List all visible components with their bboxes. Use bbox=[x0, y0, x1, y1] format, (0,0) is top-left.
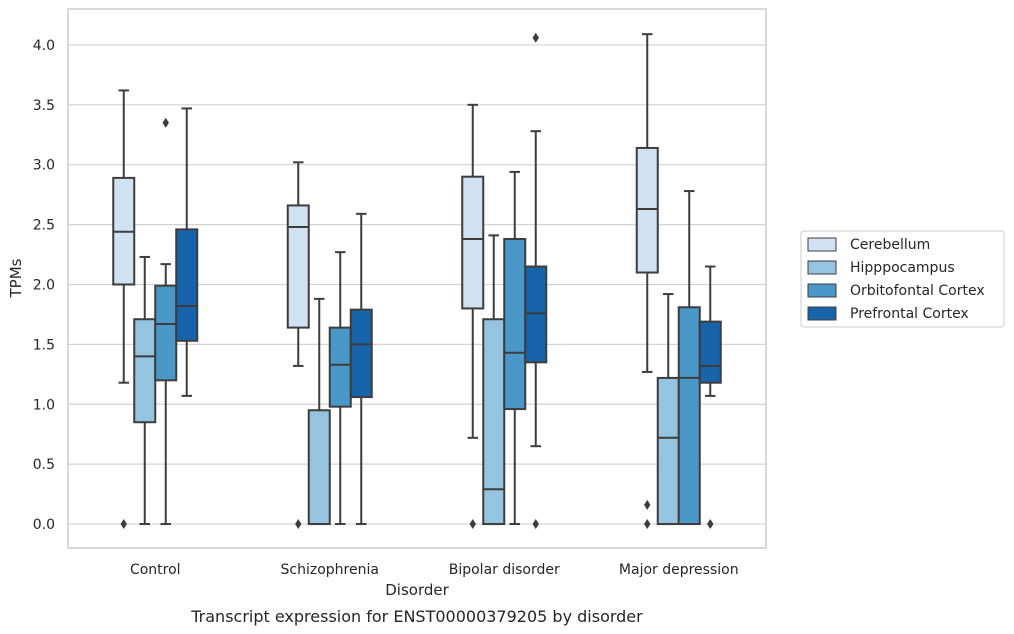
x-tick-label: Bipolar disorder bbox=[449, 562, 560, 578]
box-group-major-depression bbox=[635, 33, 722, 530]
legend-frame bbox=[800, 230, 1005, 328]
y-tick-label: 0.0 bbox=[33, 517, 55, 533]
legend-label: Orbitofontal Cortex bbox=[850, 283, 985, 299]
y-tick-labels: 0.0 0.5 1.0 1.5 2.0 2.5 3.0 3.5 4.0 bbox=[33, 38, 55, 533]
legend: Cerebellum Hipppocampus Orbitofontal Corte… bbox=[800, 230, 1005, 328]
box bbox=[349, 308, 373, 399]
outlier-point bbox=[644, 499, 651, 510]
y-tick-label: 4.0 bbox=[33, 38, 55, 54]
box bbox=[698, 320, 722, 384]
y-tick-label: 2.0 bbox=[33, 277, 55, 293]
x-tick-label: Schizophrenia bbox=[281, 562, 379, 578]
legend-swatch bbox=[807, 260, 837, 275]
box bbox=[656, 376, 680, 526]
x-tick-labels: Control Schizophrenia Bipolar disorder Majo… bbox=[130, 562, 739, 578]
box-group-bipolar-disorder bbox=[461, 32, 548, 530]
legend-label: Cerebellum bbox=[850, 237, 930, 253]
box bbox=[482, 318, 506, 526]
legend-label: Prefrontal Cortex bbox=[850, 306, 969, 322]
x-tick-label: Major depression bbox=[619, 562, 739, 578]
box bbox=[175, 228, 199, 342]
box bbox=[677, 306, 701, 526]
y-axis-label: TPMs bbox=[7, 258, 25, 298]
y-tick-label: 3.5 bbox=[33, 98, 55, 114]
plot-frame bbox=[67, 8, 767, 549]
legend-swatch bbox=[807, 237, 837, 252]
box bbox=[133, 318, 157, 424]
legend-swatch bbox=[807, 283, 837, 298]
y-tick-label: 1.0 bbox=[33, 397, 55, 413]
y-tick-label: 2.5 bbox=[33, 218, 55, 234]
box bbox=[154, 284, 178, 382]
box bbox=[461, 175, 485, 310]
chart-caption: Transcript expression for ENST0000037920… bbox=[190, 607, 643, 626]
outlier-point bbox=[120, 519, 127, 530]
box-groups bbox=[112, 32, 722, 530]
box-group-schizophrenia bbox=[286, 161, 373, 530]
y-tick-label: 1.5 bbox=[33, 337, 55, 353]
box bbox=[286, 204, 310, 329]
box bbox=[524, 265, 548, 364]
box bbox=[635, 146, 659, 274]
outlier-point bbox=[469, 519, 476, 530]
legend-label: Hipppocampus bbox=[850, 260, 955, 276]
outlier-point bbox=[295, 519, 302, 530]
box bbox=[328, 326, 352, 408]
outlier-point bbox=[532, 32, 539, 43]
box bbox=[503, 237, 527, 411]
outlier-point bbox=[707, 519, 714, 530]
outlier-point bbox=[644, 519, 651, 530]
legend-swatch bbox=[807, 306, 837, 321]
x-axis-label: Disorder bbox=[385, 581, 449, 599]
box-group-control bbox=[112, 89, 199, 530]
y-tick-label: 3.0 bbox=[33, 158, 55, 174]
outlier-point bbox=[162, 117, 169, 128]
x-tick-label: Control bbox=[130, 562, 181, 578]
outlier-point bbox=[532, 519, 539, 530]
y-tick-label: 0.5 bbox=[33, 457, 55, 473]
box bbox=[307, 409, 331, 526]
